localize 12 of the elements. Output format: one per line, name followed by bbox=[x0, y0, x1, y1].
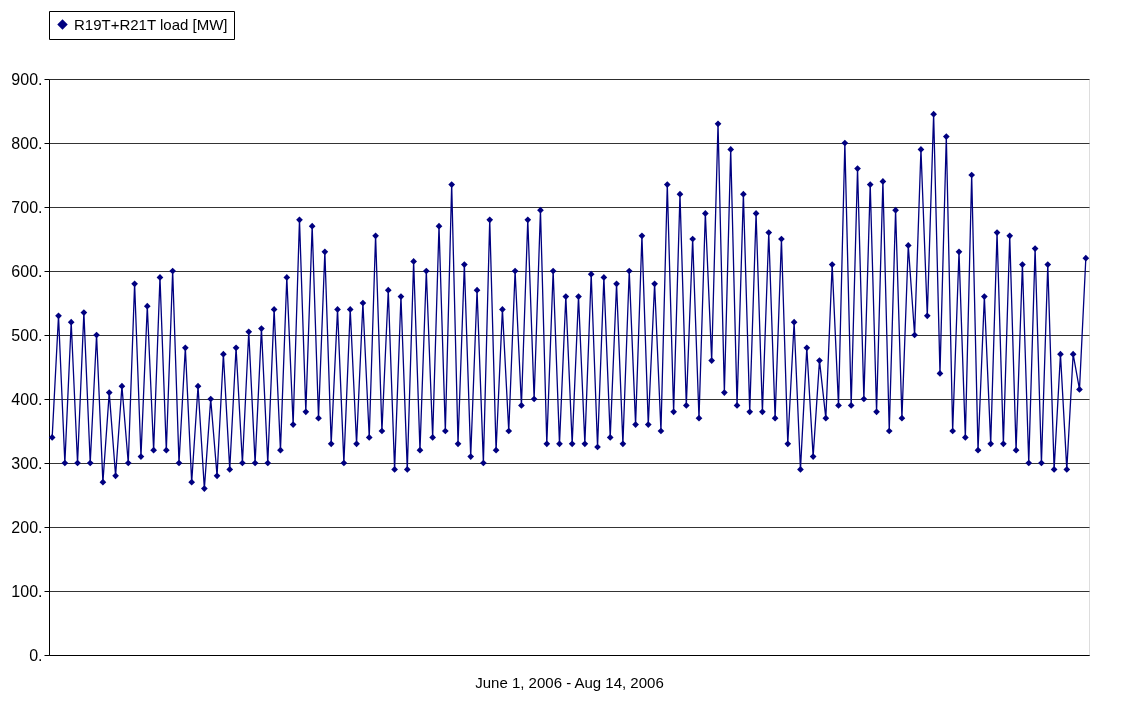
y-tick-label: 400. bbox=[11, 390, 43, 408]
y-tick-label: 0. bbox=[29, 646, 43, 664]
legend-label: R19T+R21T load [MW] bbox=[74, 15, 228, 33]
y-tick-label: 100. bbox=[11, 582, 43, 600]
y-tick-label: 600. bbox=[11, 262, 43, 280]
y-tick-label: 200. bbox=[11, 518, 43, 536]
x-axis-title: June 1, 2006 - Aug 14, 2006 bbox=[475, 673, 664, 691]
y-tick-label: 900. bbox=[11, 70, 43, 88]
y-tick-label: 800. bbox=[11, 134, 43, 152]
y-tick-label: 700. bbox=[11, 198, 43, 216]
y-tick-label: 500. bbox=[11, 326, 43, 344]
y-tick-label: 300. bbox=[11, 454, 43, 472]
